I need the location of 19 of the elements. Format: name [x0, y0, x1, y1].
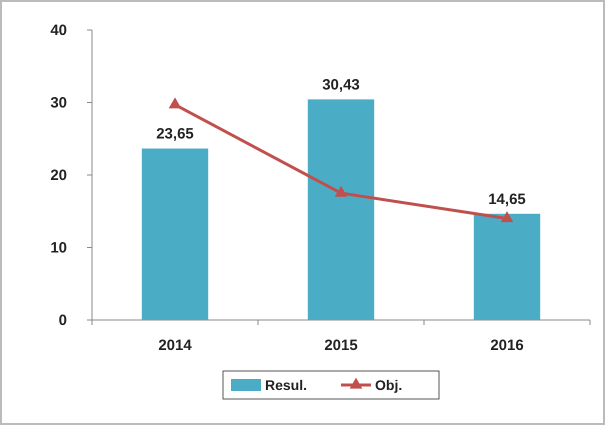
bar [308, 99, 374, 320]
bar [142, 148, 208, 320]
legend-label: Resul. [265, 377, 308, 393]
bar [474, 214, 540, 320]
x-tick-label: 2015 [324, 337, 358, 354]
y-tick-label: 40 [50, 22, 67, 39]
y-tick-label: 30 [50, 94, 67, 112]
legend-label: Obj. [375, 377, 402, 393]
x-tick-label: 2014 [158, 337, 192, 354]
point [500, 211, 514, 222]
point [168, 97, 182, 108]
data-label: 14,65 [488, 190, 526, 208]
y-tick-label: 10 [50, 240, 67, 256]
y-tick-label: 20 [50, 167, 67, 184]
point [334, 186, 348, 197]
y-tick-label: 0 [58, 312, 67, 329]
data-label: 30,43 [322, 76, 360, 94]
data-label: 23,65 [156, 126, 194, 143]
x-tick-label: 2016 [490, 337, 524, 354]
